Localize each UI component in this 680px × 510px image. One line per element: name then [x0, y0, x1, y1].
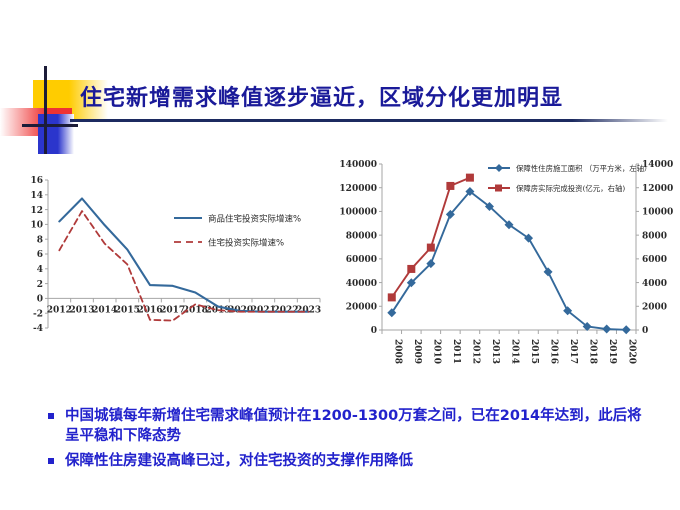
- legend-marker-diamond: [495, 164, 503, 172]
- deco-vertical-bar: [44, 66, 47, 154]
- series-marker-diamond: [563, 306, 573, 316]
- series-marker-diamond: [484, 201, 494, 211]
- y-axis-tick-label: 16: [30, 176, 43, 186]
- title-underline-rule: [70, 119, 668, 122]
- legend-label-1: 住宅投资实际增速%: [208, 238, 284, 249]
- x-axis-tick-label: 2017: [160, 305, 185, 315]
- series-line-1: [58, 210, 310, 322]
- series-marker-diamond: [621, 325, 631, 335]
- bullet-square-icon: [48, 413, 54, 419]
- y-axis-left-tick-label: 60000: [346, 255, 377, 265]
- y-axis-right-tick-label: 14000: [642, 160, 673, 170]
- list-item: 保障性住房建设高峰已过，对住宅投资的支撑作用降低: [48, 451, 648, 471]
- y-axis-tick-label: 12: [30, 206, 43, 216]
- x-axis-tick-label: 2016: [549, 339, 559, 364]
- x-axis-tick-label: 2012: [470, 339, 480, 364]
- y-axis-right-tick-label: 2000: [642, 302, 667, 312]
- y-axis-right-tick-label: 8000: [642, 231, 667, 241]
- y-axis-left-tick-label: 20000: [346, 302, 377, 312]
- y-axis-right-tick-label: 12000: [642, 184, 673, 194]
- series-marker-diamond: [465, 187, 475, 197]
- y-axis-tick-label: -4: [33, 324, 43, 334]
- y-axis-left-tick-label: 120000: [339, 184, 377, 194]
- series-marker-diamond: [406, 278, 416, 288]
- slide-title-area: 住宅新增需求峰值逐步逼近，区域分化更加明显: [70, 83, 668, 127]
- y-axis-tick-label: 6: [37, 250, 43, 260]
- y-axis-tick-label: 0: [37, 295, 43, 305]
- x-axis-tick-label: 2014: [510, 339, 520, 364]
- series-marker-diamond: [387, 308, 397, 318]
- legend-label-1: 保障房实际完成投资(亿元，右轴): [516, 184, 625, 193]
- legend-label-0: 保障性住房施工面积 （万平方米，左轴）: [516, 164, 651, 173]
- legend-label-0: 商品住宅投资实际增速%: [208, 214, 301, 225]
- series-marker-square: [446, 181, 455, 190]
- y-axis-tick-label: 8: [37, 235, 43, 245]
- series-marker-diamond: [582, 321, 592, 331]
- x-axis-tick-label: 2022: [273, 305, 298, 315]
- x-axis-tick-label: 2008: [392, 339, 402, 364]
- series-line-0: [390, 190, 627, 331]
- list-item: 中国城镇每年新增住宅需求峰值预计在1200-1300万套之间，已在2014年达到…: [48, 406, 648, 446]
- legend-marker-square: [495, 184, 502, 192]
- y-axis-right-tick-label: 0: [642, 326, 648, 336]
- y-axis-left-tick-label: 0: [371, 326, 377, 336]
- y-axis-right-tick-label: 4000: [642, 279, 667, 289]
- x-axis-tick-label: 2018: [183, 305, 208, 315]
- x-axis-tick-label: 2016: [137, 305, 162, 315]
- series-marker-square: [426, 243, 435, 252]
- series-marker-diamond: [543, 267, 553, 277]
- decoration-blocks: [0, 62, 200, 154]
- x-axis-tick-label: 2013: [490, 339, 500, 364]
- y-axis-left-tick-label: 140000: [339, 160, 377, 170]
- bullet-square-icon: [48, 458, 54, 464]
- series-line-0: [58, 197, 310, 313]
- bullet-list: 中国城镇每年新增住宅需求峰值预计在1200-1300万套之间，已在2014年达到…: [48, 406, 648, 476]
- bullet-text: 中国城镇每年新增住宅需求峰值预计在1200-1300万套之间，已在2014年达到…: [65, 408, 642, 444]
- x-axis-tick-label: 2014: [92, 305, 117, 315]
- series-line-1: [390, 176, 471, 298]
- deco-horizontal-bar: [22, 124, 78, 127]
- y-axis-left-tick-label: 40000: [346, 279, 377, 289]
- x-axis-tick-label: 2015: [115, 305, 140, 315]
- y-axis-tick-label: 4: [37, 265, 43, 275]
- y-axis-right-tick-label: 10000: [642, 208, 673, 218]
- series-marker-square: [407, 264, 416, 273]
- y-axis-tick-label: 10: [30, 221, 43, 231]
- x-axis-tick-label: 2019: [607, 339, 617, 364]
- x-axis-tick-label: 2023: [296, 305, 321, 315]
- chart-left-svg: -4-2024681012141620122013201420152016201…: [30, 176, 321, 334]
- y-axis-left-tick-label: 80000: [346, 231, 377, 241]
- x-axis-tick-label: 2018: [588, 339, 598, 364]
- bullet-text: 保障性住房建设高峰已过，对住宅投资的支撑作用降低: [65, 453, 413, 469]
- x-axis-tick-label: 2011: [451, 339, 461, 364]
- x-axis-tick-label: 2010: [431, 339, 441, 364]
- y-axis-tick-label: -2: [33, 309, 43, 319]
- y-axis-right-tick-label: 6000: [642, 255, 667, 265]
- x-axis-tick-label: 2015: [529, 339, 539, 364]
- series-marker-square: [387, 293, 396, 302]
- chart-housing-investment-growth: -4 -2 0 2 4 6 8 10 12 14 16 2012 2013 2014 2015 2016 201…: [14, 168, 326, 380]
- x-axis-tick-label: 2017: [568, 339, 578, 364]
- x-axis-tick-label: 2021: [251, 305, 276, 315]
- y-axis-left-tick-label: 100000: [339, 208, 377, 218]
- x-axis-tick-label: 2009: [412, 339, 422, 364]
- x-axis-tick-label: 2012: [47, 305, 72, 315]
- x-axis-tick-label: 2013: [69, 305, 94, 315]
- series-marker-diamond: [504, 220, 514, 230]
- series-marker-diamond: [426, 259, 436, 269]
- series-marker-diamond: [602, 324, 612, 334]
- y-axis-tick-label: 14: [30, 191, 43, 201]
- chart-affordable-housing: 0 20000 40000 60000 80000 100000 120000 140000 0…: [336, 150, 674, 385]
- x-axis-tick-label: 2020: [627, 339, 637, 364]
- page-title: 住宅新增需求峰值逐步逼近，区域分化更加明显: [80, 85, 564, 111]
- chart-right-svg: 0 20000 40000 60000 80000 100000 120000 140000 0…: [339, 160, 673, 364]
- series-marker-diamond: [445, 209, 455, 219]
- series-marker-square: [465, 173, 474, 182]
- series-marker-diamond: [524, 233, 534, 243]
- y-axis-tick-label: 2: [37, 280, 43, 290]
